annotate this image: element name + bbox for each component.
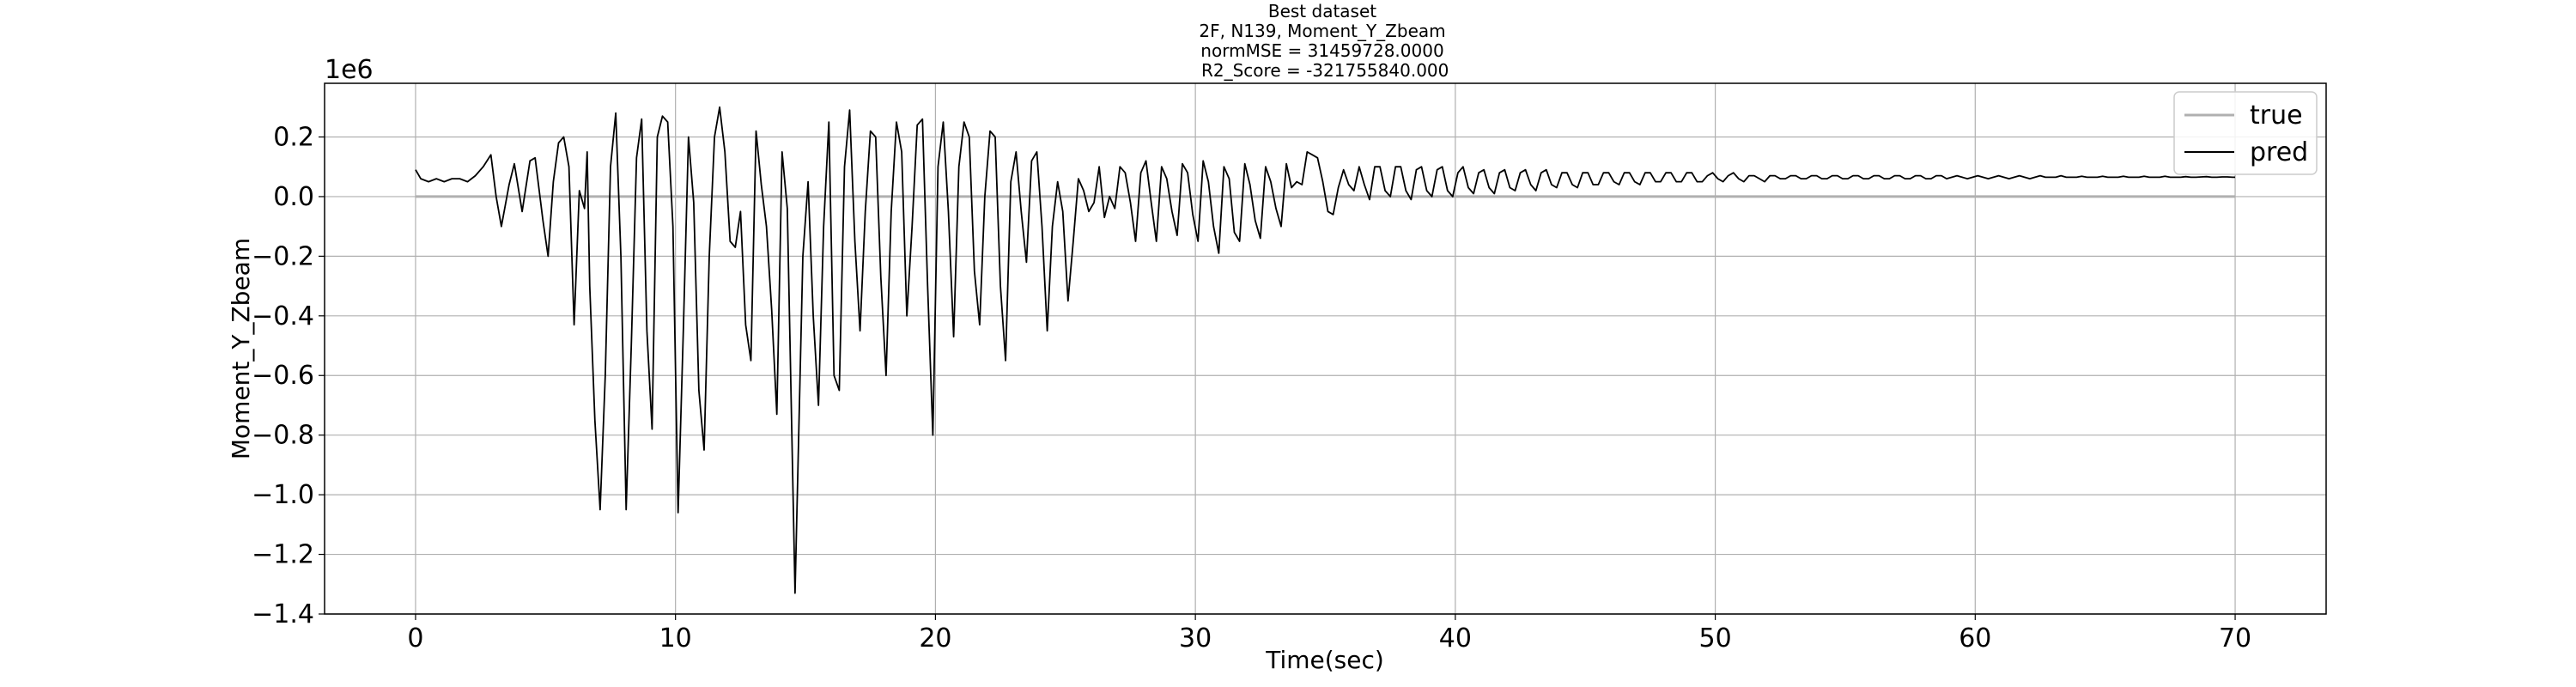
- chart-title: Best dataset 2F, N139, Moment_Y_Zbeam no…: [1196, 1, 1449, 81]
- y-offset-label: 1e6: [325, 55, 374, 85]
- y-tick-label: −0.8: [252, 421, 314, 451]
- y-axis-label: Moment_Y_Zbeam: [227, 238, 255, 459]
- title-line-1: Best dataset: [1268, 1, 1376, 21]
- series-line-pred: [415, 106, 2235, 594]
- y-tick-label: 0.0: [273, 182, 314, 212]
- y-tick-label: −0.6: [252, 361, 314, 391]
- y-axis-ticks: 0.2 0.0 −0.2 −0.4 −0.6 −0.8 −1.0 −1.2 −1.4: [252, 122, 325, 629]
- x-tick-label: 40: [1439, 623, 1472, 654]
- x-tick-label: 30: [1179, 623, 1212, 654]
- legend-label-true: true: [2250, 100, 2303, 131]
- x-axis-ticks: 0 10 20 30 40 50 60 70: [407, 614, 2251, 654]
- y-tick-label: −1.0: [252, 480, 314, 510]
- y-tick-label: −0.2: [252, 241, 314, 271]
- x-tick-label: 70: [2219, 623, 2251, 654]
- x-tick-label: 20: [919, 623, 951, 654]
- plot-frame: [324, 82, 2327, 615]
- y-tick-label: 0.2: [273, 122, 314, 152]
- legend-label-pred: pred: [2250, 137, 2308, 167]
- title-line-2: 2F, N139, Moment_Y_Zbeam: [1199, 21, 1445, 41]
- y-tick-label: −0.4: [252, 301, 314, 331]
- legend: true pred: [2173, 91, 2318, 175]
- grid: [325, 83, 2326, 615]
- title-line-4: R2_Score = -321755840.000: [1196, 60, 1449, 81]
- y-tick-label: −1.2: [252, 540, 314, 570]
- x-tick-label: 0: [407, 623, 423, 654]
- x-tick-label: 50: [1698, 623, 1731, 654]
- x-tick-label: 60: [1959, 623, 1991, 654]
- x-tick-label: 10: [659, 623, 692, 654]
- y-tick-label: −1.4: [252, 599, 314, 629]
- x-axis-label: Time(sec): [1265, 646, 1384, 674]
- legend-box: [2173, 91, 2318, 175]
- title-line-3: normMSE = 31459728.0000: [1200, 40, 1443, 61]
- series-layer: [415, 106, 2235, 594]
